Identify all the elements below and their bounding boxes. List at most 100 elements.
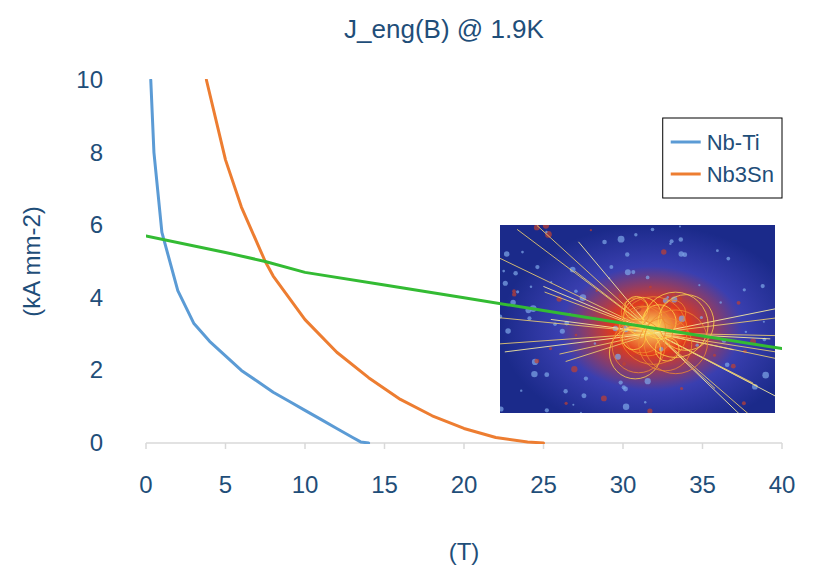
y-tick-label: 2 bbox=[90, 356, 103, 383]
event-dot bbox=[745, 331, 747, 333]
x-tick bbox=[145, 443, 147, 449]
event-dot bbox=[763, 321, 765, 323]
x-tick-label: 5 bbox=[219, 471, 232, 498]
event-dot bbox=[625, 269, 631, 275]
event-dot bbox=[631, 270, 635, 274]
event-dot bbox=[625, 252, 629, 256]
event-dot bbox=[513, 271, 517, 275]
x-tick bbox=[225, 443, 227, 449]
event-dot bbox=[619, 380, 623, 384]
event-dot bbox=[601, 396, 607, 402]
event-dot bbox=[678, 251, 683, 256]
x-tick bbox=[304, 443, 306, 449]
event-dot bbox=[644, 401, 646, 403]
event-display-tracks bbox=[500, 225, 775, 413]
event-dot bbox=[505, 328, 511, 334]
event-curl bbox=[644, 310, 708, 374]
event-dot bbox=[742, 401, 746, 405]
series-line bbox=[206, 80, 543, 443]
x-tick-label: 0 bbox=[139, 471, 152, 498]
event-dot bbox=[544, 372, 549, 377]
event-dot bbox=[646, 276, 650, 280]
event-dot bbox=[731, 364, 736, 369]
event-dot bbox=[622, 362, 626, 366]
event-dot bbox=[667, 296, 669, 298]
event-dot bbox=[580, 412, 582, 413]
event-dot bbox=[672, 293, 675, 296]
event-dot bbox=[594, 342, 596, 344]
event-dot bbox=[545, 408, 549, 412]
legend-swatch bbox=[671, 141, 701, 144]
event-dot bbox=[563, 389, 567, 393]
event-dot bbox=[634, 233, 637, 236]
event-dot bbox=[700, 316, 703, 319]
y-tick-label: 8 bbox=[90, 139, 103, 166]
event-dot bbox=[651, 228, 655, 232]
chart: J_eng(B) @ 1.9K(kA mm-2)(T)0246810051015… bbox=[0, 0, 815, 575]
event-dot bbox=[743, 288, 746, 291]
event-dot bbox=[504, 251, 510, 257]
event-curl bbox=[658, 295, 714, 351]
event-dot bbox=[565, 402, 568, 405]
event-dot bbox=[720, 301, 722, 303]
x-tick-label: 30 bbox=[610, 471, 637, 498]
event-dot bbox=[581, 393, 586, 398]
event-dot bbox=[584, 376, 588, 380]
x-tick-label: 35 bbox=[689, 471, 716, 498]
event-dot bbox=[572, 404, 574, 406]
event-dot bbox=[500, 406, 504, 411]
event-dot bbox=[531, 371, 537, 377]
event-dot bbox=[520, 389, 522, 391]
event-dot bbox=[645, 378, 651, 384]
legend-label: Nb3Sn bbox=[707, 162, 774, 187]
event-dot bbox=[503, 281, 508, 286]
event-dot bbox=[609, 265, 613, 269]
event-dot bbox=[647, 409, 652, 413]
event-dot bbox=[535, 265, 539, 269]
event-dot bbox=[516, 290, 519, 293]
event-dot bbox=[679, 237, 683, 241]
y-axis-title: (kA mm-2) bbox=[18, 206, 45, 317]
event-dot bbox=[512, 289, 516, 293]
event-dot bbox=[725, 362, 730, 367]
event-dot bbox=[713, 354, 716, 357]
event-dot bbox=[661, 249, 666, 254]
event-dot bbox=[726, 257, 730, 261]
event-dot bbox=[622, 385, 626, 389]
y-tick-label: 6 bbox=[90, 211, 103, 238]
event-dot bbox=[623, 404, 629, 410]
x-axis-title: (T) bbox=[449, 538, 480, 565]
event-dot bbox=[574, 289, 578, 293]
x-tick-label: 10 bbox=[292, 471, 319, 498]
event-display-ground bbox=[500, 225, 775, 413]
legend: Nb-Ti Nb3Sn bbox=[663, 118, 782, 198]
event-dot bbox=[521, 251, 524, 254]
y-tick-label: 4 bbox=[90, 284, 103, 311]
x-tick bbox=[384, 443, 386, 449]
event-dot bbox=[530, 285, 533, 288]
event-dot bbox=[616, 348, 623, 355]
y-tick-label: 10 bbox=[76, 66, 103, 93]
lines bbox=[146, 80, 782, 443]
x-tick-label: 25 bbox=[530, 471, 557, 498]
event-dot bbox=[549, 347, 552, 350]
x-tick bbox=[702, 443, 704, 449]
event-dot bbox=[649, 286, 652, 289]
event-dot bbox=[502, 270, 505, 273]
x-tick bbox=[622, 443, 624, 449]
event-track bbox=[537, 225, 655, 333]
event-dot bbox=[602, 240, 607, 245]
event-dot bbox=[534, 359, 539, 364]
event-dot bbox=[716, 249, 719, 252]
title: J_eng(B) @ 1.9K bbox=[344, 14, 544, 44]
event-dot bbox=[679, 225, 681, 227]
legend-label: Nb-Ti bbox=[707, 130, 760, 155]
event-dot bbox=[560, 329, 565, 334]
event-dot bbox=[575, 334, 578, 337]
y-tick-label: 0 bbox=[90, 429, 103, 456]
event-curl bbox=[643, 292, 708, 357]
event-dot bbox=[571, 366, 577, 372]
event-dot bbox=[698, 284, 700, 286]
x-tick-label: 40 bbox=[769, 471, 796, 498]
event-dot bbox=[762, 372, 769, 379]
